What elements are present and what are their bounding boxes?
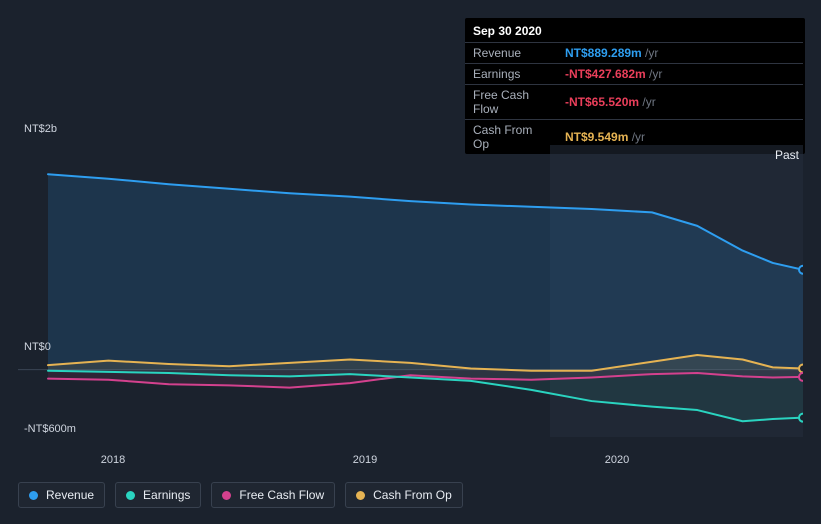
legend-item-revenue[interactable]: Revenue	[18, 482, 105, 508]
y-axis-label: -NT$600m	[24, 423, 76, 435]
x-axis-label: 2020	[605, 454, 629, 466]
tooltip-row: Earnings-NT$427.682m /yr	[465, 64, 803, 85]
tooltip-date: Sep 30 2020	[465, 22, 805, 42]
legend-label: Cash From Op	[373, 488, 452, 502]
legend-label: Revenue	[46, 488, 94, 502]
tooltip-table: RevenueNT$889.289m /yrEarnings-NT$427.68…	[465, 42, 803, 154]
y-axis-label: NT$0	[24, 341, 51, 353]
legend-swatch	[356, 491, 365, 500]
tooltip-row-value: -NT$427.682m /yr	[557, 64, 803, 85]
tooltip-row-label: Revenue	[465, 43, 557, 64]
x-axis-label: 2018	[101, 454, 125, 466]
past-label: Past	[775, 148, 799, 162]
legend-item-earnings[interactable]: Earnings	[115, 482, 201, 508]
legend-item-free_cash_flow[interactable]: Free Cash Flow	[211, 482, 335, 508]
financials-chart	[18, 145, 803, 437]
legend-swatch	[222, 491, 231, 500]
x-axis-label: 2019	[353, 454, 377, 466]
tooltip-row-label: Earnings	[465, 64, 557, 85]
tooltip-row: RevenueNT$889.289m /yr	[465, 43, 803, 64]
legend-label: Free Cash Flow	[239, 488, 324, 502]
tooltip-row-value: NT$889.289m /yr	[557, 43, 803, 64]
tooltip-row-label: Free Cash Flow	[465, 85, 557, 120]
y-axis-label: NT$2b	[24, 123, 57, 135]
legend-label: Earnings	[143, 488, 190, 502]
legend-swatch	[126, 491, 135, 500]
legend-swatch	[29, 491, 38, 500]
legend-item-cash_from_op[interactable]: Cash From Op	[345, 482, 463, 508]
data-tooltip: Sep 30 2020 RevenueNT$889.289m /yrEarnin…	[465, 18, 805, 154]
tooltip-row-value: -NT$65.520m /yr	[557, 85, 803, 120]
chart-legend: Revenue Earnings Free Cash Flow Cash From O…	[18, 482, 463, 508]
tooltip-row: Free Cash Flow-NT$65.520m /yr	[465, 85, 803, 120]
